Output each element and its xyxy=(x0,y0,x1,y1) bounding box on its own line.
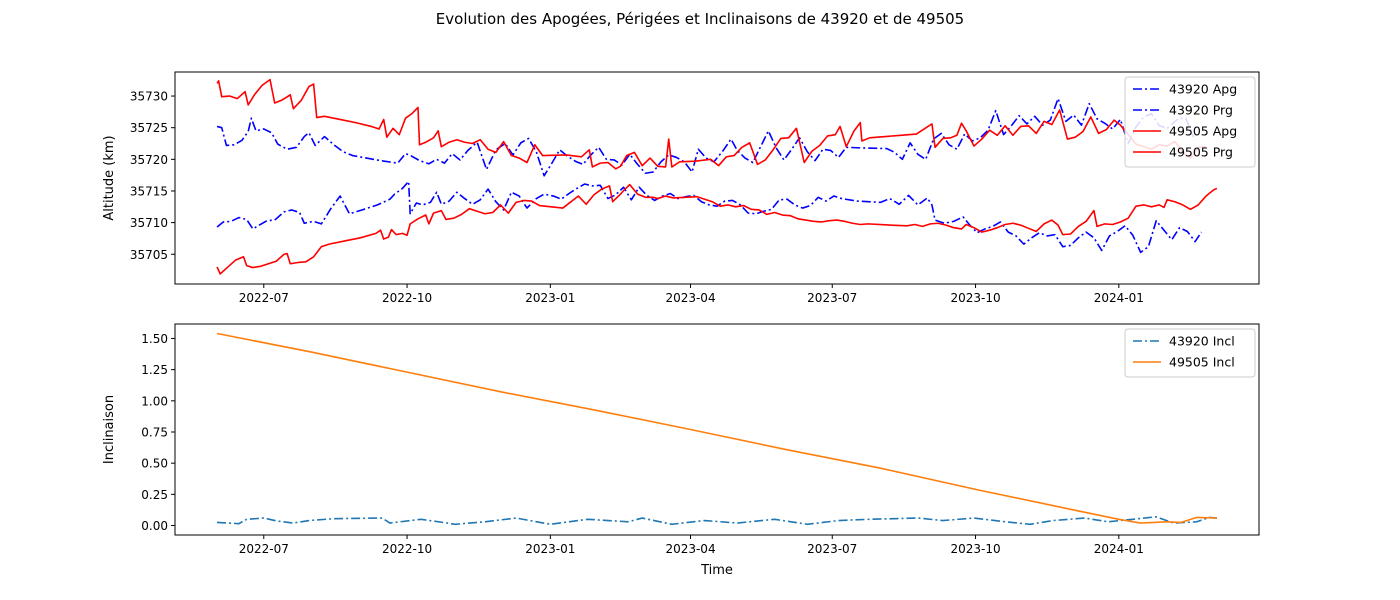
x-tick-label: 2023-07 xyxy=(807,542,857,556)
y-tick-label: 0.50 xyxy=(141,457,168,471)
y-tick-label: 35710 xyxy=(130,216,168,230)
series-line-43920-prg xyxy=(216,180,1203,254)
inclination-axes: 2022-07 2022-10 2023-01 2023-04 2023-07 2023-… xyxy=(102,323,1260,578)
x-tick-label: 2022-07 xyxy=(239,291,289,305)
legend-label: 43920 Incl xyxy=(1169,334,1235,349)
x-tick-label: 2024-01 xyxy=(1094,542,1144,556)
x-tick-label: 2023-04 xyxy=(665,291,715,305)
legend: 43920 Incl 49505 Incl xyxy=(1124,328,1256,378)
legend: 43920 Apg 43920 Prg 49505 Apg 49505 Prg xyxy=(1124,76,1256,168)
y-tick-label: 1.00 xyxy=(141,394,168,408)
legend-label: 43920 Prg xyxy=(1169,103,1233,118)
y-tick-label: 1.25 xyxy=(141,363,168,377)
y-tick-label: 1.50 xyxy=(141,332,168,346)
x-tick-label: 2023-04 xyxy=(665,542,715,556)
x-tick-label: 2022-10 xyxy=(382,291,432,305)
y-tick-label: 35730 xyxy=(130,90,168,104)
x-tick-label: 2023-01 xyxy=(525,291,575,305)
legend-label: 49505 Incl xyxy=(1169,355,1235,370)
x-tick-label: 2023-10 xyxy=(950,542,1000,556)
y-tick-label: 0.75 xyxy=(141,425,168,439)
x-tick-label: 2022-10 xyxy=(382,542,432,556)
y-tick-label: 0.00 xyxy=(141,519,168,533)
figure-suptitle: Evolution des Apogées, Périgées et Incli… xyxy=(436,10,964,28)
x-tick-label: 2023-07 xyxy=(807,291,857,305)
y-tick-label: 0.25 xyxy=(141,488,168,502)
series-line-49505-incl xyxy=(216,332,1217,524)
series-line-49505-prg xyxy=(216,183,1218,275)
x-tick-label: 2023-01 xyxy=(525,542,575,556)
legend-label: 49505 Apg xyxy=(1169,124,1237,139)
series-line-43920-apg xyxy=(216,97,1195,177)
y-tick-label: 35715 xyxy=(130,184,168,198)
y-axis-label: Inclinaison xyxy=(102,395,117,464)
y-tick-label: 35725 xyxy=(130,121,168,135)
series-line-43920-incl xyxy=(217,515,1218,526)
x-tick-label: 2024-01 xyxy=(1094,291,1144,305)
legend-label: 43920 Apg xyxy=(1169,82,1237,97)
altitude-axes: 2022-07 2022-10 2023-01 2023-04 2023-07 2023-… xyxy=(102,71,1260,305)
series-line-49505-apg xyxy=(216,78,1207,170)
x-tick-label: 2022-07 xyxy=(239,542,289,556)
x-axis-label: Time xyxy=(700,563,733,578)
legend-label: 49505 Prg xyxy=(1169,145,1233,160)
y-axis-label: Altitude (km) xyxy=(102,135,117,220)
x-tick-label: 2023-10 xyxy=(950,291,1000,305)
y-tick-label: 35720 xyxy=(130,153,168,167)
axes-frame xyxy=(174,71,1260,285)
axes-frame xyxy=(174,323,1260,536)
legend-box xyxy=(1124,76,1256,168)
y-tick-label: 35705 xyxy=(130,248,168,262)
